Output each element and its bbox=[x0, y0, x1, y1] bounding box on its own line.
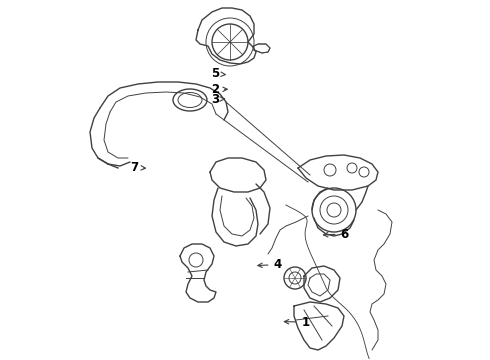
Text: 7: 7 bbox=[130, 161, 146, 174]
Text: 4: 4 bbox=[258, 258, 282, 271]
Text: 5: 5 bbox=[211, 67, 225, 80]
Text: 1: 1 bbox=[284, 316, 310, 329]
Text: 6: 6 bbox=[323, 228, 349, 240]
Text: 2: 2 bbox=[211, 83, 227, 96]
Text: 3: 3 bbox=[211, 93, 224, 105]
